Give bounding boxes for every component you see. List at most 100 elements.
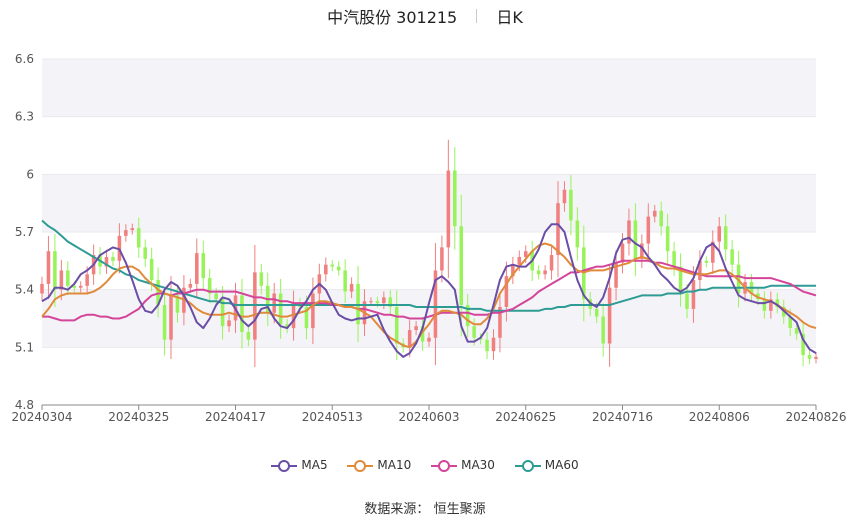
candle-body: [504, 276, 509, 307]
candle-body: [407, 330, 412, 348]
candle-body: [414, 326, 418, 331]
x-tick-label: 20240325: [108, 410, 169, 424]
chart-title: 中汽股份 301215: [327, 8, 458, 27]
candle-body: [556, 203, 560, 256]
candle-body: [214, 293, 218, 300]
candle-body: [40, 283, 44, 294]
candle-body: [72, 285, 77, 288]
period-label: 日K: [496, 8, 523, 27]
y-tick-label: 6.3: [15, 110, 34, 124]
chart-legend: MA5 MA10 MA30 MA60: [0, 458, 850, 473]
candle-body: [201, 253, 206, 279]
candle-body: [711, 241, 715, 263]
y-tick-label: 6.6: [15, 52, 34, 66]
candle-body: [698, 260, 702, 281]
candle-body: [607, 287, 612, 344]
candle-body: [207, 278, 212, 294]
candle-body: [78, 285, 83, 288]
candle-body: [807, 355, 812, 359]
candle-body: [149, 258, 154, 281]
candle-body: [382, 297, 386, 304]
candle-body: [685, 293, 689, 309]
candle-body: [111, 256, 115, 261]
grid-band: [42, 59, 816, 117]
legend-item-ma60[interactable]: MA60: [514, 458, 579, 473]
candle-body: [324, 264, 328, 275]
chart-title-row: 中汽股份 301215 日K: [0, 4, 850, 30]
candle-body: [769, 299, 773, 311]
candle-body: [775, 299, 780, 307]
candle-body: [543, 270, 547, 275]
candle-body: [104, 256, 109, 267]
candle-body: [517, 256, 522, 265]
candle-body: [433, 270, 438, 338]
candle-body: [246, 331, 251, 340]
x-tick-label: 20240826: [785, 410, 846, 424]
candle-body: [633, 220, 638, 259]
source-value: 恒生聚源: [433, 502, 486, 517]
candle-body: [53, 251, 57, 290]
candle-body: [627, 220, 631, 244]
candle-body: [511, 264, 515, 277]
candle-body: [195, 253, 199, 284]
candle-body: [188, 283, 193, 288]
legend-ma30-label: MA30: [461, 458, 495, 472]
candle-body: [659, 210, 663, 227]
candle-body: [691, 280, 696, 309]
candle-body: [227, 320, 231, 327]
legend-ma10-marker: [347, 459, 374, 472]
grid-band: [42, 174, 816, 232]
legend-item-ma10[interactable]: MA10: [347, 458, 411, 473]
title-divider: [476, 9, 478, 23]
candle-body: [253, 272, 257, 340]
candle-body: [672, 251, 676, 267]
x-tick-label: 20240603: [398, 410, 459, 424]
series-line-ma10: [41, 242, 817, 349]
legend-item-ma5[interactable]: MA5: [271, 458, 328, 473]
candle-body: [723, 226, 728, 250]
legend-ma60-label: MA60: [544, 458, 579, 472]
candle-body: [136, 228, 141, 248]
candle-body: [536, 270, 541, 275]
legend-ma60-marker: [514, 459, 541, 472]
candle-body: [440, 247, 444, 271]
x-tick-label: 20240513: [302, 410, 363, 424]
candle-body: [420, 326, 425, 342]
candle-body: [124, 230, 128, 236]
candle-body: [311, 293, 315, 329]
candle-body: [717, 226, 722, 242]
candle-body: [278, 293, 283, 325]
series-line-ma5: [41, 223, 817, 358]
candle-body: [575, 220, 580, 248]
candle-body: [220, 299, 225, 327]
candle-body: [704, 260, 709, 263]
candle-body: [788, 316, 792, 329]
candle-body: [569, 189, 573, 221]
candle-body: [369, 301, 373, 303]
candle-body: [259, 272, 264, 286]
candle-body: [336, 266, 341, 271]
candle-body: [678, 266, 683, 294]
candle-body: [304, 306, 309, 329]
candle-body: [388, 297, 393, 307]
candle-body: [801, 333, 805, 356]
x-tick-label: 20240304: [11, 410, 72, 424]
candle-body: [285, 324, 289, 329]
candle-body: [762, 299, 767, 311]
candle-body: [169, 295, 173, 340]
candle-body: [349, 283, 354, 292]
candle-body: [620, 243, 625, 263]
data-source: 数据来源： 恒生聚源: [0, 498, 850, 517]
candle-body: [446, 170, 451, 248]
x-tick-label: 20240716: [592, 410, 653, 424]
candle-body: [562, 189, 567, 204]
candle-body: [46, 251, 51, 284]
candle-body: [330, 264, 335, 267]
x-tick-label: 20240417: [205, 410, 266, 424]
source-label: 数据来源：: [364, 502, 430, 517]
candle-body: [594, 308, 599, 317]
legend-item-ma30[interactable]: MA30: [431, 458, 495, 473]
candle-body: [485, 339, 489, 352]
y-tick-label: 5.1: [15, 340, 34, 354]
